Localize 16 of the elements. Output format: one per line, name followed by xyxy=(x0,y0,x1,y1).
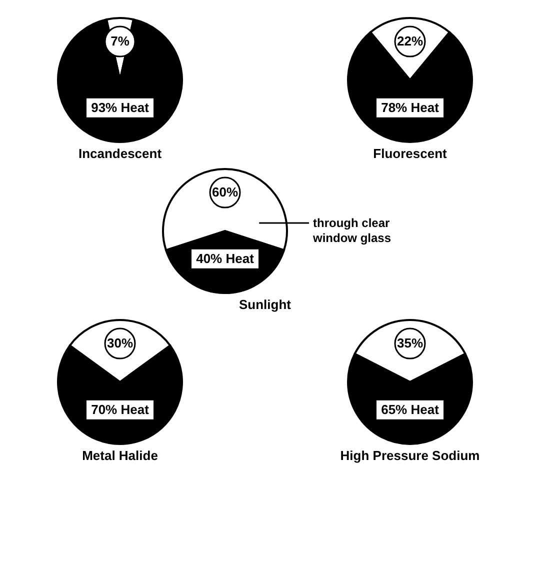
data-label: 40% Heat xyxy=(196,250,255,266)
data-label: 30% xyxy=(106,336,134,351)
text: Fluorescent xyxy=(373,146,448,161)
data-label: 65% Heat xyxy=(381,402,440,417)
text: High Pressure Sodium xyxy=(340,448,480,463)
data-label: 7% xyxy=(110,34,130,49)
data-label: 35% xyxy=(396,336,424,351)
data-label: 93% Heat xyxy=(91,100,150,115)
data-label: 22% xyxy=(396,34,424,49)
text: Metal Halide xyxy=(82,448,158,463)
text: through clear window glass xyxy=(312,216,392,245)
data-label: 78% Heat xyxy=(381,100,440,115)
data-label: 70% Heat xyxy=(91,402,150,417)
text: Incandescent xyxy=(78,146,162,161)
data-label: 60% xyxy=(212,184,238,200)
text: Sunlight xyxy=(239,297,292,312)
